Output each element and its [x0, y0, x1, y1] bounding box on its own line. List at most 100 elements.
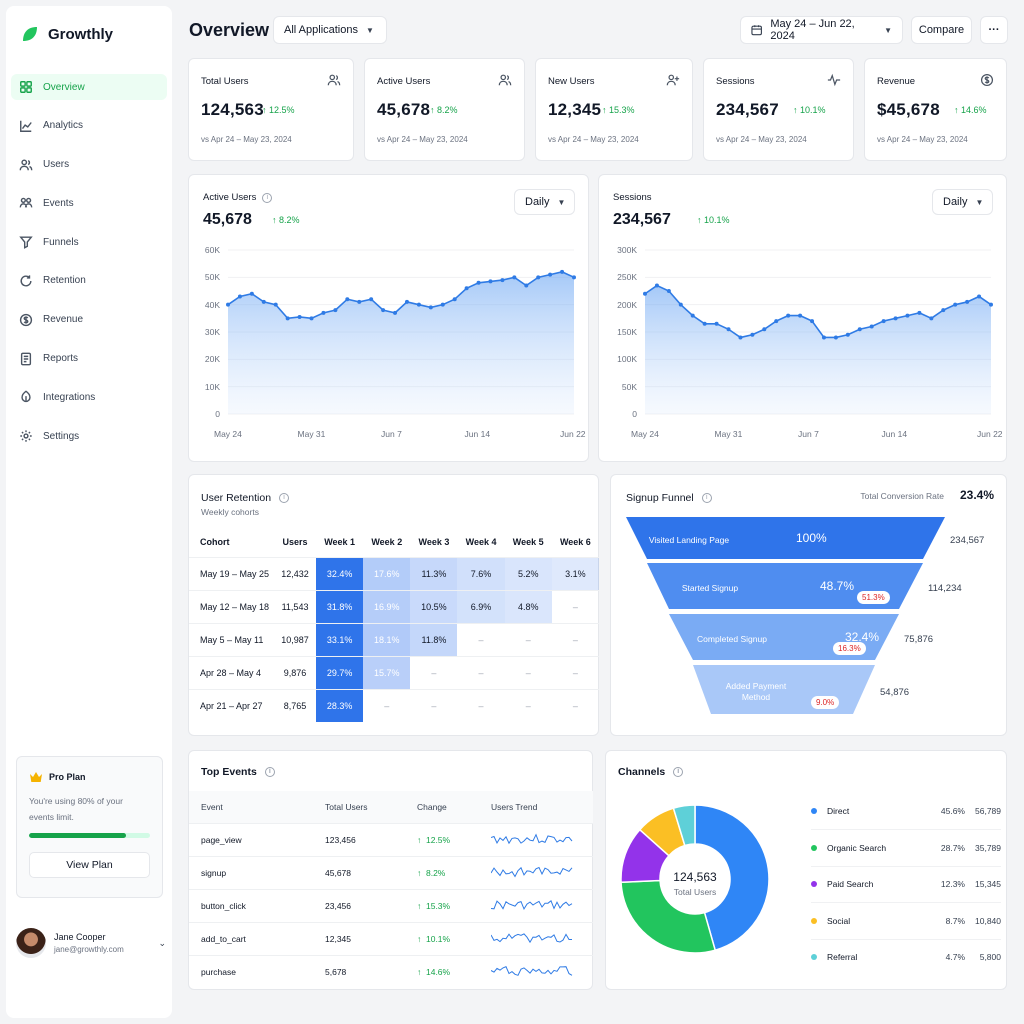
kpi-comparison: vs Apr 24 – May 23, 2024 [201, 135, 292, 144]
period-select[interactable]: Daily ▼ [932, 189, 993, 215]
data-point [452, 297, 457, 302]
data-point [905, 313, 910, 318]
info-icon[interactable]: i [701, 493, 712, 503]
legend-item[interactable]: Social 8.7% 10,840 [811, 916, 1001, 926]
kpi-comparison: vs Apr 24 – May 23, 2024 [548, 135, 639, 144]
sidebar-item-settings[interactable]: Settings [11, 423, 167, 449]
data-point [273, 302, 278, 307]
sidebar-item-reports[interactable]: Reports [11, 346, 167, 372]
channels-card: Channels i Direct 45.6% 56,789 Organic Searc… [605, 750, 1007, 990]
y-tick-label: 0 [215, 409, 220, 419]
retention-table: Cohort Users Week 1 Week 2 Week 3 Week 4 Week … [189, 527, 599, 722]
sidebar-item-label: Integrations [43, 391, 96, 403]
retention-title: User Retention [201, 492, 272, 504]
view-plan-button[interactable]: View Plan [29, 852, 150, 878]
sidebar-item-users[interactable]: Users [11, 152, 167, 178]
chart-delta: ↑ 8.2% [272, 215, 300, 225]
kpi-card[interactable]: Active Users 45,678 ↑ 8.2% vs Apr 24 – May … [364, 58, 525, 161]
legend-swatch [811, 917, 817, 924]
active-users-chart [226, 249, 576, 415]
x-tick-label: Jun 14 [881, 429, 908, 439]
chevron-down-icon[interactable]: ⌄ [158, 937, 166, 948]
chart-label: Active Users [203, 192, 257, 203]
column-header: Week 1 [324, 536, 356, 547]
funnel-drop-badge: 51.3% [857, 591, 890, 604]
sidebar-item-integrations[interactable]: Integrations [11, 384, 167, 410]
legend-item[interactable]: Organic Search 28.7% 35,789 [811, 843, 1001, 853]
info-icon[interactable]: i [264, 767, 275, 777]
kpi-comparison: vs Apr 24 – May 23, 2024 [716, 135, 807, 144]
plan-description: You're using 80% of your events limit. [29, 796, 123, 822]
data-point [345, 297, 350, 302]
kpi-card[interactable]: Sessions 234,567 ↑ 10.1% vs Apr 24 – May 23… [703, 58, 854, 161]
kpi-delta: ↑ 14.6% [954, 105, 987, 115]
chevron-down-icon: ▼ [366, 25, 374, 35]
more-options-button[interactable]: ··· [980, 16, 1008, 44]
data-point [381, 308, 386, 313]
table-row[interactable]: signup 45,678 ↑ 8.2% [189, 855, 593, 889]
table-row[interactable]: Apr 28 – May 4 9,876 29.7% 15.7% – – – – [189, 655, 599, 689]
data-point [690, 313, 695, 318]
kpi-card[interactable]: Revenue $45,678 ↑ 14.6% vs Apr 24 – May 23,… [864, 58, 1007, 161]
y-tick-label: 100K [617, 354, 637, 365]
funnel-step-percent: 48.7% [820, 579, 855, 593]
sidebar-item-revenue[interactable]: Revenue [11, 307, 167, 333]
data-point [261, 299, 266, 304]
event-users: 5,678 [325, 954, 417, 988]
kpi-comparison: vs Apr 24 – May 23, 2024 [377, 135, 468, 144]
legend-item[interactable]: Paid Search 12.3% 15,345 [811, 879, 1001, 889]
sidebar-item-analytics[interactable]: Analytics [11, 113, 167, 139]
calendar-icon [751, 25, 762, 36]
table-cell: 4.8% [504, 589, 552, 623]
table-cell: 5.2% [504, 556, 552, 590]
funnel-title: Signup Funnel [626, 492, 694, 504]
sparkline [490, 965, 573, 976]
data-point [548, 272, 553, 277]
data-point [965, 299, 970, 304]
data-point [666, 289, 671, 293]
table-row[interactable]: page_view 123,456 ↑ 12.5% [189, 822, 593, 856]
info-icon[interactable]: i [279, 493, 290, 503]
sparkline-cell [490, 954, 593, 988]
table-cell: – [551, 589, 599, 623]
table-row[interactable]: Apr 21 – Apr 27 8,765 28.3% – – – – – [189, 688, 599, 722]
data-point [572, 275, 576, 280]
sidebar-item-funnels[interactable]: Funnels [11, 229, 167, 255]
channel-count: 5,800 [979, 952, 1001, 962]
table-row[interactable]: May 5 – May 11 10,987 33.1% 18.1% 11.8% – – – [189, 622, 599, 656]
period-select[interactable]: Daily ▼ [514, 189, 575, 215]
table-row[interactable]: May 19 – May 25 12,432 32.4% 17.6% 11.3% 7.6%… [189, 556, 599, 590]
data-point [464, 286, 469, 291]
table-row[interactable]: purchase 5,678 ↑ 14.6% [189, 954, 593, 988]
sidebar-item-label: Reports [43, 353, 79, 365]
data-point [309, 316, 314, 321]
sidebar-item-overview[interactable]: Overview [11, 74, 167, 100]
legend-swatch [811, 954, 817, 960]
kpi-delta: ↑ 15.3% [602, 105, 635, 115]
legend-item[interactable]: Direct 45.6% 56,789 [811, 806, 1001, 816]
funnel-step[interactable] [647, 563, 923, 609]
funnel-step-percent: 32.4% [845, 630, 880, 644]
compare-label: Compare [918, 24, 965, 36]
kpi-card[interactable]: Total Users 124,563 ↑ 12.5% vs Apr 24 – May… [188, 58, 354, 161]
funnel-step[interactable] [626, 517, 945, 559]
column-header: Week 2 [371, 536, 403, 547]
sidebar-item-events[interactable]: Events [11, 190, 167, 216]
data-point [512, 275, 517, 280]
table-row[interactable]: add_to_cart 12,345 ↑ 10.1% [189, 921, 593, 955]
user-menu[interactable]: Jane Cooper jane@growthly.com ⌄ [16, 928, 166, 958]
logo[interactable]: Growthly [20, 24, 113, 44]
info-icon[interactable]: i [262, 192, 273, 203]
info-icon[interactable]: i [673, 767, 684, 777]
app-filter-select[interactable]: All Applications ▼ [273, 16, 387, 44]
table-row[interactable]: May 12 – May 18 11,543 31.8% 16.9% 10.5% 6.9%… [189, 589, 599, 623]
kpi-card[interactable]: New Users 12,345 ↑ 15.3% vs Apr 24 – May 23… [535, 58, 693, 161]
data-point [929, 316, 934, 321]
legend-item[interactable]: Referral 4.7% 5,800 [811, 952, 1001, 962]
sidebar-item-retention[interactable]: Retention [11, 268, 167, 294]
table-row[interactable]: button_click 23,456 ↑ 15.3% [189, 888, 593, 922]
date-range-picker[interactable]: May 24 – Jun 22, 2024 ▼ [740, 16, 903, 44]
compare-button[interactable]: Compare [911, 16, 972, 44]
table-cell: 28.3% [316, 688, 364, 722]
event-name: add_to_cart [189, 921, 325, 955]
